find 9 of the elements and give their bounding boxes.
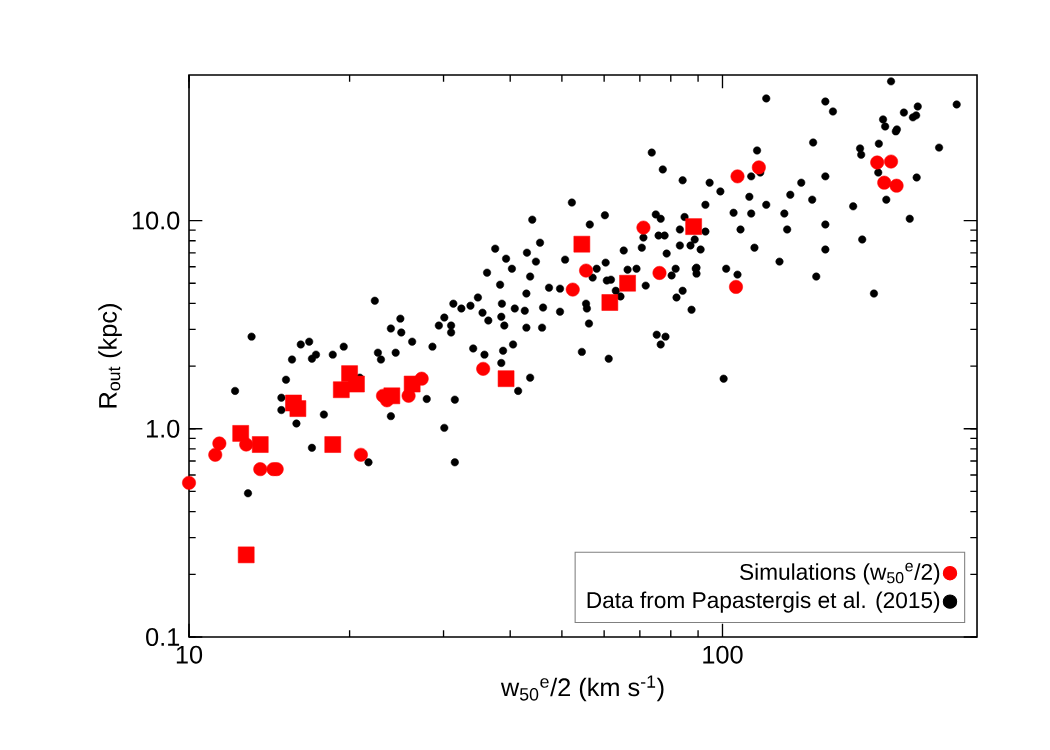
y-tick-label: 10.0: [132, 211, 180, 230]
y-tick-label: 0.1: [146, 628, 180, 646]
y-tick-label: 1.0: [147, 419, 180, 438]
x-tick-label: 100: [703, 645, 743, 664]
y-axis-title: R$_{out}$ (kpc): [98, 304, 122, 408]
x-tick-label: 10: [176, 645, 203, 664]
legend-label: Simulations (w$_{50}$$^{e}$/2): [740, 562, 940, 585]
legend-label: Data from Papastergis et al. (2015): [587, 591, 940, 613]
x-axis-title: w$_{50}$$^{e}$/2 (km s$^{-1}$): [500, 675, 664, 702]
